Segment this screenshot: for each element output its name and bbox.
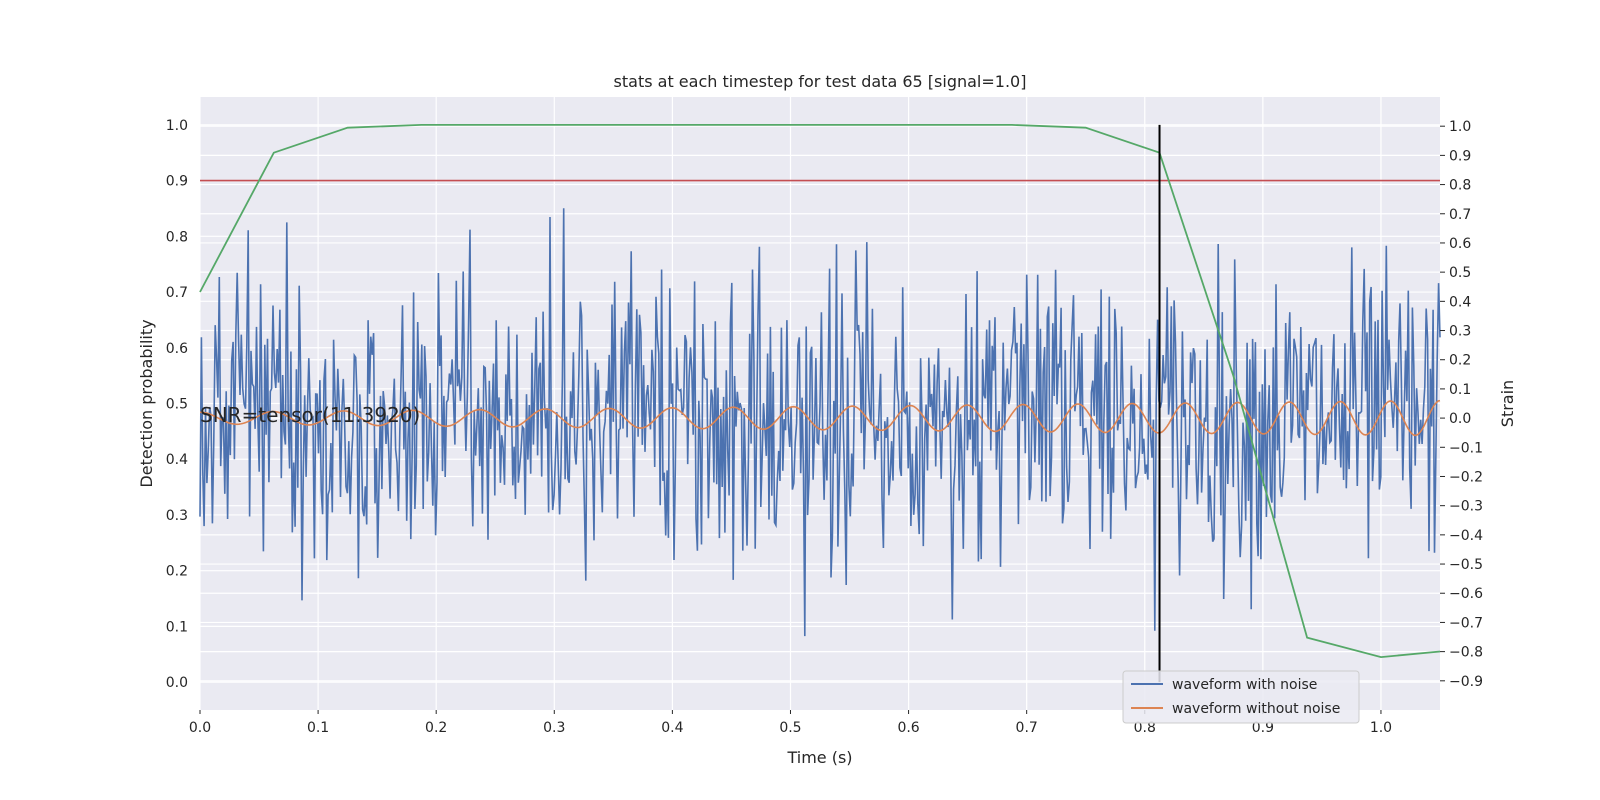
detection-probability-line [199, 124, 1441, 659]
x-tick-label: 0.9 [1252, 720, 1274, 736]
legend-label-waveform-without-noise: waveform without noise [1172, 701, 1340, 717]
y-right-tick-label: 0.7 [1449, 207, 1471, 223]
chart-title: stats at each timestep for test data 65 … [614, 72, 1027, 91]
x-tick-label: 0.5 [779, 720, 801, 736]
y-right-tick-label: −0.6 [1449, 586, 1483, 602]
y-right-tick-label: −0.3 [1449, 499, 1483, 515]
y-left-axis-label: Detection probability [137, 319, 156, 487]
x-tick-label: 0.7 [1016, 720, 1038, 736]
x-tick-label: 0.4 [661, 720, 683, 736]
snr-annotation: SNR=tensor(11.3920) [200, 403, 420, 427]
plot-series [199, 124, 1441, 683]
y-left-axis-ticks: 0.0 0.1 0.2 0.3 0.4 0.5 0.6 0.7 0.8 0.9 1.0 [166, 118, 188, 691]
x-tick-label: 0.2 [425, 720, 447, 736]
x-tick-label: 0.0 [189, 720, 211, 736]
legend-label-waveform-with-noise: waveform with noise [1172, 677, 1317, 693]
y-right-tick-label: 0.8 [1449, 178, 1471, 194]
x-tick-label: 0.8 [1134, 720, 1156, 736]
y-left-tick-label: 0.0 [166, 675, 188, 691]
y-right-tick-label: 0.4 [1449, 294, 1471, 310]
y-right-tick-label: −0.1 [1449, 440, 1483, 456]
y-left-tick-label: 0.4 [166, 452, 188, 468]
x-axis-label: Time (s) [786, 748, 852, 767]
y-left-tick-label: 0.5 [166, 397, 188, 413]
y-right-tick-label: 0.2 [1449, 353, 1471, 369]
y-right-tick-label: −0.4 [1449, 528, 1483, 544]
y-right-tick-label: 0.6 [1449, 236, 1471, 252]
x-tick-label: 0.1 [307, 720, 329, 736]
y-left-tick-label: 0.1 [166, 619, 188, 635]
y-right-tick-label: 0.5 [1449, 265, 1471, 281]
y-right-tick-label: 0.1 [1449, 382, 1471, 398]
y-left-tick-label: 0.9 [166, 174, 188, 190]
y-left-tick-label: 0.6 [166, 341, 188, 357]
y-right-tick-label: −0.8 [1449, 645, 1483, 661]
series-line-waveform-with-noise [199, 208, 1441, 637]
y-right-tick-label: −0.9 [1449, 674, 1483, 690]
y-right-tick-label: −0.7 [1449, 615, 1483, 631]
x-tick-label: 0.3 [543, 720, 565, 736]
y-right-axis-label: Strain [1498, 380, 1517, 427]
x-tick-label: 1.0 [1370, 720, 1392, 736]
y-right-tick-label: −0.5 [1449, 557, 1483, 573]
y-right-tick-label: 0.0 [1449, 411, 1471, 427]
y-left-tick-label: 1.0 [166, 118, 188, 134]
y-right-tick-label: 0.3 [1449, 324, 1471, 340]
y-left-tick-label: 0.8 [166, 229, 188, 245]
y-right-axis-ticks: −0.9 −0.8 −0.7 −0.6 −0.5 −0.4 −0.3 −0.2 −0.1 0.0 0… [1440, 119, 1483, 690]
x-tick-label: 0.6 [897, 720, 919, 736]
legend: waveform with noise waveform without noi… [1122, 670, 1360, 724]
x-axis-ticks: 0.0 0.1 0.2 0.3 0.4 0.5 0.6 0.7 0.8 0.9 1.0 [189, 710, 1392, 736]
y-right-tick-label: −0.2 [1449, 469, 1483, 485]
y-right-tick-label: 0.9 [1449, 148, 1471, 164]
y-left-tick-label: 0.3 [166, 508, 188, 524]
series-line-waveform-without-noise [200, 399, 1441, 437]
y-left-tick-label: 0.2 [166, 564, 188, 580]
legend-box [1122, 670, 1360, 724]
y-right-tick-label: 1.0 [1449, 119, 1471, 135]
y-left-tick-label: 0.7 [166, 285, 188, 301]
